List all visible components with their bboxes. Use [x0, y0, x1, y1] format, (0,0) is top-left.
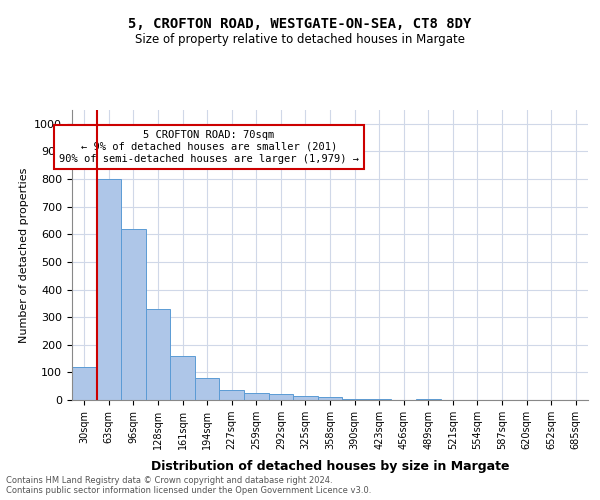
Text: Contains HM Land Registry data © Crown copyright and database right 2024.
Contai: Contains HM Land Registry data © Crown c… [6, 476, 371, 495]
Bar [72, 367, 97, 400]
Bar [293, 396, 318, 400]
Bar [416, 398, 440, 400]
Text: 5, CROFTON ROAD, WESTGATE-ON-SEA, CT8 8DY: 5, CROFTON ROAD, WESTGATE-ON-SEA, CT8 8D… [128, 18, 472, 32]
Bar [220, 390, 244, 400]
Bar [244, 393, 269, 400]
Bar [269, 394, 293, 400]
Text: 5 CROFTON ROAD: 70sqm
← 9% of detached houses are smaller (201)
90% of semi-deta: 5 CROFTON ROAD: 70sqm ← 9% of detached h… [59, 130, 359, 164]
Bar [195, 378, 220, 400]
X-axis label: Distribution of detached houses by size in Margate: Distribution of detached houses by size … [151, 460, 509, 473]
Bar [342, 398, 367, 400]
Bar [367, 398, 391, 400]
Text: Size of property relative to detached houses in Margate: Size of property relative to detached ho… [135, 32, 465, 46]
Bar [318, 397, 342, 400]
Bar [97, 179, 121, 400]
Bar [170, 356, 195, 400]
Bar [146, 309, 170, 400]
Y-axis label: Number of detached properties: Number of detached properties [19, 168, 29, 342]
Bar [121, 229, 146, 400]
